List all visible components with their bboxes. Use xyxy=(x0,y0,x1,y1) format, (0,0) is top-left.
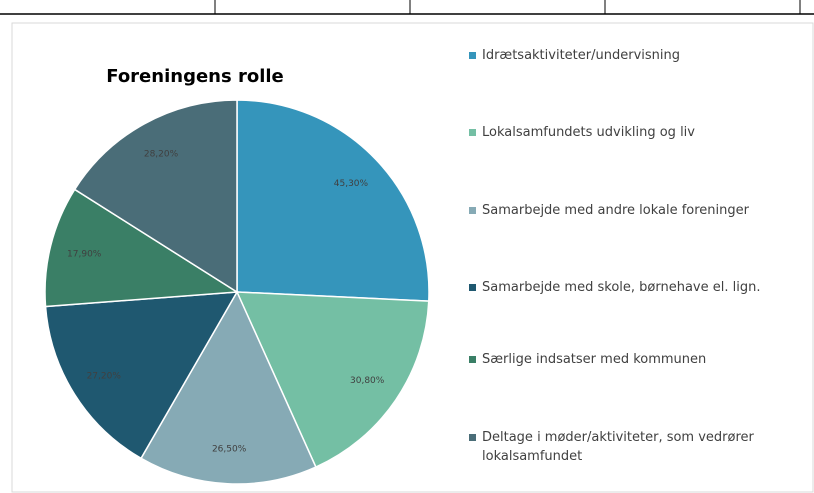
legend-label: Samarbejde med andre lokale foreninger xyxy=(482,203,749,218)
legend-label: Lokalsamfundets udvikling og liv xyxy=(482,125,695,140)
legend-item: Lokalsamfundets udvikling og liv xyxy=(469,123,799,142)
legend-label: Samarbejde med skole, børnehave el. lign… xyxy=(482,280,761,295)
data-label: 45,30% xyxy=(334,179,369,189)
pie-slice xyxy=(73,99,238,294)
pie-slice xyxy=(44,291,239,460)
pie-slice xyxy=(44,188,240,308)
data-label: 30,80% xyxy=(350,376,385,386)
legend-label: Særlige indsatser med kommunen xyxy=(482,352,707,367)
pie-slice xyxy=(140,290,317,485)
legend-swatch xyxy=(469,356,476,363)
legend-swatch xyxy=(469,52,476,59)
data-label: 26,50% xyxy=(212,445,247,455)
legend-item: Idrætsaktiviteter/undervisning xyxy=(469,46,799,65)
legend-swatch xyxy=(469,207,476,214)
legend-item: Særlige indsatser med kommunen xyxy=(469,350,799,369)
pie-slice xyxy=(235,291,430,469)
legend-item: Samarbejde med andre lokale foreninger xyxy=(469,201,799,220)
data-label: 28,20% xyxy=(144,150,179,160)
legend-item: Deltage i møder/aktiviteter, som vedrøre… xyxy=(469,428,799,466)
data-label: 17,90% xyxy=(67,249,102,259)
chart-title: Foreningens rolle xyxy=(106,66,284,87)
data-label: 27,20% xyxy=(87,371,122,381)
legend-item: Samarbejde med skole, børnehave el. lign… xyxy=(469,278,799,297)
legend-label: Deltage i møder/aktiviteter, som vedrøre… xyxy=(482,430,754,464)
legend-swatch xyxy=(469,129,476,136)
legend-swatch xyxy=(469,434,476,441)
legend-label: Idrætsaktiviteter/undervisning xyxy=(482,48,680,63)
pie-slice xyxy=(236,99,430,302)
legend-swatch xyxy=(469,284,476,291)
